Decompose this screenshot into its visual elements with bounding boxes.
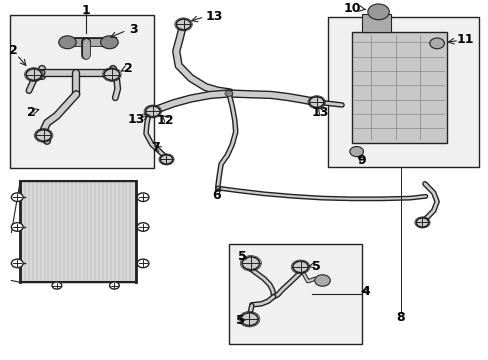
Circle shape bbox=[52, 282, 61, 289]
Text: 11: 11 bbox=[455, 33, 473, 46]
Text: 12: 12 bbox=[157, 113, 174, 126]
Circle shape bbox=[367, 4, 388, 20]
Circle shape bbox=[137, 259, 149, 268]
Text: 13: 13 bbox=[205, 10, 223, 23]
Circle shape bbox=[240, 313, 258, 326]
Text: 10: 10 bbox=[344, 3, 361, 15]
Circle shape bbox=[145, 106, 160, 117]
Text: 3: 3 bbox=[129, 23, 138, 36]
Circle shape bbox=[101, 36, 118, 49]
Circle shape bbox=[429, 38, 444, 49]
Circle shape bbox=[160, 155, 172, 164]
Circle shape bbox=[242, 257, 259, 270]
Bar bbox=[328, 17, 478, 167]
Circle shape bbox=[137, 193, 149, 202]
Circle shape bbox=[59, 36, 76, 49]
Circle shape bbox=[176, 19, 190, 30]
Circle shape bbox=[11, 223, 23, 231]
Bar bbox=[228, 244, 361, 344]
Text: 5: 5 bbox=[311, 260, 320, 273]
Circle shape bbox=[11, 193, 23, 202]
Circle shape bbox=[224, 91, 232, 96]
Text: 8: 8 bbox=[395, 311, 404, 324]
Circle shape bbox=[11, 259, 23, 268]
Circle shape bbox=[36, 130, 51, 141]
Text: 2: 2 bbox=[124, 62, 133, 75]
Text: 7: 7 bbox=[151, 141, 160, 154]
Bar bbox=[10, 15, 154, 168]
Text: 1: 1 bbox=[81, 4, 90, 17]
Bar bbox=[351, 32, 446, 143]
Circle shape bbox=[314, 275, 330, 286]
Bar bbox=[361, 14, 390, 32]
Text: 4: 4 bbox=[360, 285, 369, 298]
Circle shape bbox=[104, 69, 120, 80]
Text: 13: 13 bbox=[127, 113, 144, 126]
Circle shape bbox=[292, 261, 308, 273]
Text: 5: 5 bbox=[238, 249, 246, 263]
Text: 9: 9 bbox=[356, 154, 365, 167]
Text: 5: 5 bbox=[236, 314, 244, 327]
Circle shape bbox=[415, 218, 428, 227]
Circle shape bbox=[137, 223, 149, 231]
Circle shape bbox=[109, 282, 119, 289]
Circle shape bbox=[349, 147, 363, 157]
Text: 6: 6 bbox=[211, 189, 220, 202]
Text: 2: 2 bbox=[8, 44, 17, 57]
Circle shape bbox=[309, 97, 324, 108]
Bar bbox=[20, 181, 136, 282]
Text: 2: 2 bbox=[27, 105, 36, 119]
Text: 13: 13 bbox=[311, 105, 328, 119]
Circle shape bbox=[26, 69, 41, 80]
